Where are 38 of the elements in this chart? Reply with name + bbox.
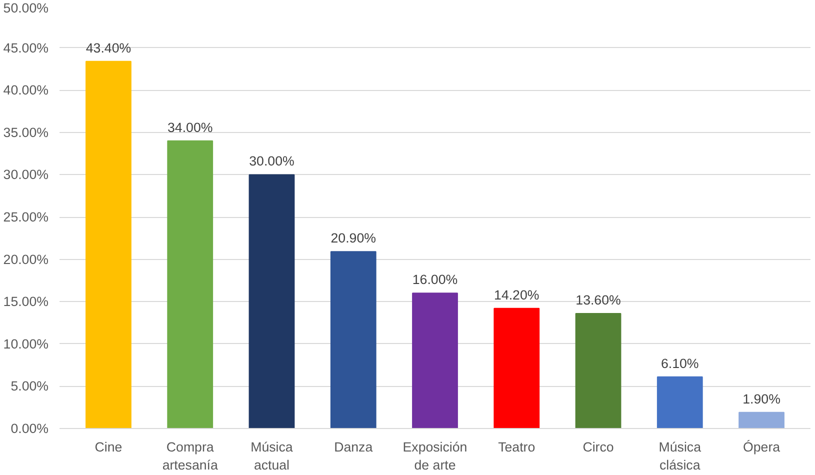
x-tick-label: Ópera	[743, 440, 781, 454]
y-tick-label: 45.00%	[3, 40, 49, 56]
y-tick-label: 30.00%	[3, 167, 49, 182]
bar	[167, 140, 214, 428]
y-tick-label: 25.00%	[3, 210, 49, 224]
bar	[494, 308, 540, 428]
y-tick-label: 20.00%	[3, 252, 49, 267]
y-tick-label: 50.00%	[3, 0, 49, 16]
x-tick-label: Danza	[334, 440, 374, 454]
x-tick-label: Cine	[94, 440, 122, 454]
data-label: 30.00%	[249, 154, 294, 169]
data-label: 16.00%	[412, 272, 458, 288]
bar	[738, 412, 784, 428]
bar	[575, 312, 622, 428]
y-tick-label: 5.00%	[10, 378, 49, 394]
data-label: 6.10%	[660, 356, 699, 371]
bar	[330, 251, 376, 428]
data-label: 14.20%	[494, 287, 540, 302]
x-tick-label: Compra artesanía	[162, 440, 218, 472]
data-label: 34.00%	[168, 120, 213, 135]
data-label: 1.90%	[742, 391, 781, 406]
x-tick-label: Música actual	[250, 440, 294, 472]
bar	[656, 376, 703, 428]
y-tick-label: 10.00%	[3, 336, 49, 352]
bar	[248, 174, 295, 428]
data-label: 43.40%	[86, 40, 132, 56]
data-label: 13.60%	[576, 292, 622, 308]
x-tick-label: Teatro	[498, 440, 536, 454]
y-tick-label: 0.00%	[10, 421, 49, 436]
data-label: 20.90%	[330, 230, 376, 246]
x-tick-label: Música clásica	[658, 440, 702, 472]
x-tick-label: Circo	[582, 440, 614, 454]
bar	[86, 60, 132, 428]
bar	[412, 292, 458, 428]
y-tick-label: 35.00%	[3, 124, 49, 140]
x-tick-label: Exposición de arte	[402, 440, 468, 472]
y-tick-label: 15.00%	[3, 294, 49, 310]
y-tick-label: 40.00%	[3, 82, 49, 98]
